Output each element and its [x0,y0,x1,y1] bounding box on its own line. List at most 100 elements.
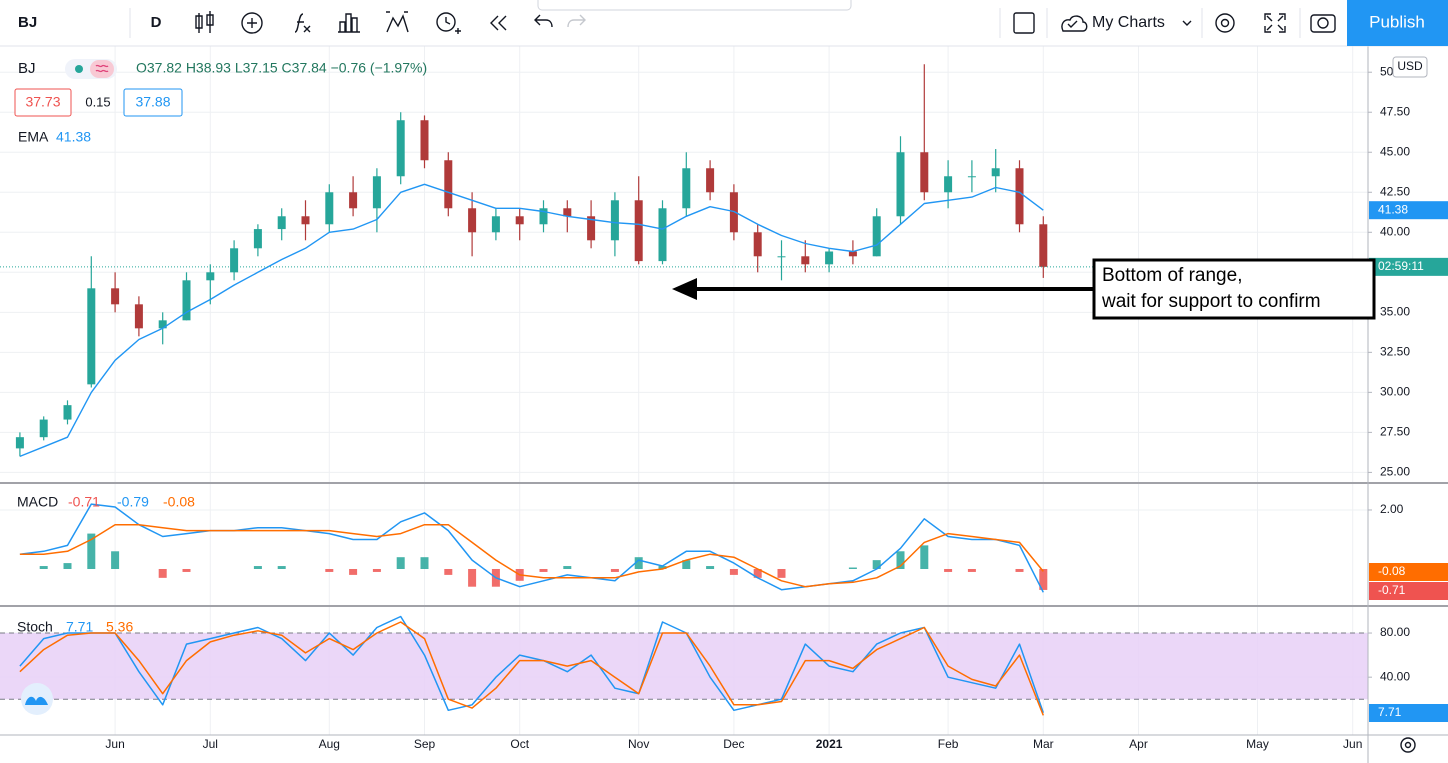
annotation-arrowhead [672,278,697,300]
candle-body [634,200,643,262]
histogram-bar [420,557,429,569]
macd-legend-signal: -0.08 [163,494,195,510]
bid-box[interactable] [14,88,72,117]
ema-legend-name: EMA [18,129,49,145]
candle-body [301,216,310,225]
y-tick-label: 47.50 [1380,104,1410,118]
publish-label: Publish [1369,12,1425,31]
candle-body [515,216,524,225]
logo-mark [25,696,48,705]
stoch-badge [1369,704,1448,722]
x-tick-label: Sep [414,737,436,751]
macd-badge [1369,582,1448,600]
candle-body [325,192,334,225]
my-charts-button[interactable]: My Charts [1061,14,1192,32]
stoch-legend-d: 5.36 [106,619,133,635]
y-tick-label: 42.50 [1380,184,1410,198]
candle-body [920,152,929,193]
histogram-bar [872,560,881,569]
candle-body [587,216,596,241]
stoch-band [0,633,1368,700]
alert-button[interactable] [386,11,409,33]
spread: 0.15 [85,94,110,109]
templates-button[interactable] [338,13,360,33]
overlay: Jun Jul Aug Sep Oct Nov Dec 2021 Feb Mar Apr May Jun… [105,64,1448,751]
replay-button[interactable] [436,12,461,34]
y-tick-label: 40.00 [1380,669,1410,683]
x-tick-label: 2021 [816,737,843,751]
histogram-bar [277,566,286,569]
stoch-badge-label: 7.71 [1378,705,1402,719]
status-dot [75,65,83,73]
settings-button[interactable] [1215,13,1235,33]
candle-body [87,288,96,385]
histogram-bar [539,568,548,572]
annotation-text: Bottom of range, [1102,265,1242,286]
candle-body [1039,224,1048,267]
dropdown-edge [537,0,852,11]
x-tick-label: Aug [319,737,340,751]
x-tick-label: Oct [510,737,529,751]
y-tick-label: 35.00 [1380,304,1410,318]
layout-button[interactable] [1013,12,1035,34]
candle-body [182,280,191,321]
currency: USD [1397,59,1423,73]
candle-body [253,229,262,249]
snapshot-button[interactable] [1310,14,1336,33]
histogram-bar [111,551,120,569]
candle-body [706,168,715,193]
data-status[interactable] [90,60,114,78]
indicators-button[interactable] [294,13,311,33]
bid-price: 37.73 [25,94,60,110]
chart-type-button[interactable] [195,11,214,33]
x-tick-label: Jun [1343,737,1362,751]
histogram-bar [87,533,96,569]
candle-body [801,256,810,265]
ohlc-quote: O37.82 H38.93 L37.15 C37.84 −0.76 (−1.97… [136,60,427,76]
rewind-button[interactable] [490,15,507,31]
undo-button[interactable] [534,14,553,28]
histogram-bar [563,566,572,569]
symbol-button[interactable]: BJ [18,14,37,31]
status-icon [95,64,109,73]
currency-box[interactable] [1392,56,1428,78]
ema-badge [1369,201,1448,220]
x-tick-label: Jul [203,737,218,751]
interval-button[interactable]: D [151,14,162,31]
stoch-legend-name: Stoch [17,619,53,635]
macd-legend-hist: -0.71 [68,494,100,510]
stoch-line [19,615,1045,714]
histogram-bar [325,568,334,572]
x-tick-label: May [1246,737,1269,751]
compare-button[interactable] [241,12,263,34]
stoch-legend-k: 7.71 [66,619,93,635]
x-tick-label: Nov [628,737,649,751]
candle-body [682,168,691,209]
legend-symbol: BJ [18,60,36,77]
ema-badge-label: 41.38 [1378,202,1408,216]
ask-box[interactable] [123,88,183,117]
y-tick-label: 40.00 [1380,224,1410,238]
fullscreen-button[interactable] [1264,13,1286,33]
histogram-bar [372,568,381,572]
macd-badge-label: -0.08 [1378,564,1406,578]
candle-body [230,248,239,273]
stoch-line [19,621,1044,716]
ask-price: 37.88 [135,94,170,110]
histogram-bar [706,566,715,569]
publish-button[interactable]: Publish [1347,0,1448,46]
y-tick-label: 25.00 [1380,465,1410,479]
histogram-bar [182,568,191,572]
candle-body [872,216,881,257]
y-tick-label: 30.00 [1380,385,1410,399]
time-axis-settings[interactable] [1400,737,1416,753]
y-tick-label: 32.50 [1380,345,1410,359]
redo-button[interactable] [567,14,586,28]
candle-body [896,152,905,217]
candle-body [848,251,857,257]
histogram-bar [848,567,857,569]
histogram-bar [896,551,905,569]
candle-body [420,120,429,161]
histogram-bar [967,568,976,572]
